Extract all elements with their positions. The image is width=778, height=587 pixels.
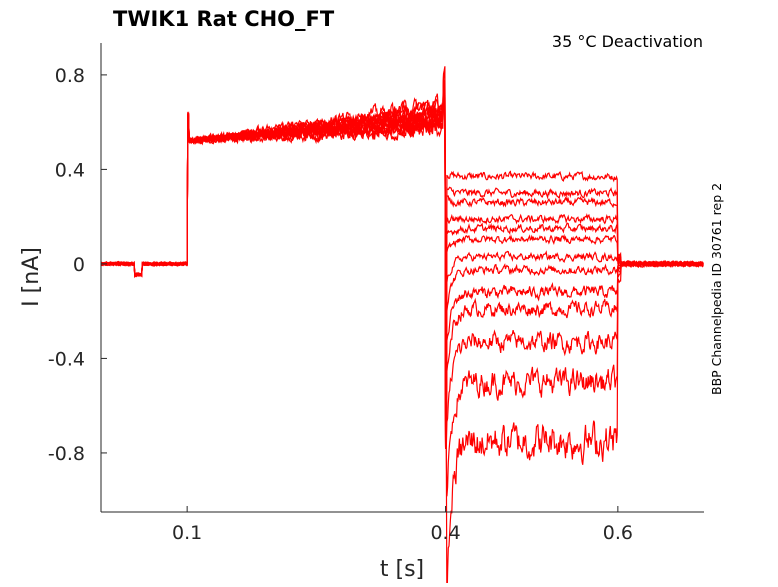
- y-tick-label: -0.4: [48, 348, 85, 370]
- current-trace: [100, 71, 704, 587]
- chart-annotation: 35 °C Deactivation: [552, 32, 703, 51]
- traces: [100, 66, 704, 587]
- x-tick-label: 0.6: [603, 522, 633, 544]
- current-trace: [100, 88, 704, 449]
- current-trace: [100, 97, 704, 449]
- chart-title: TWIK1 Rat CHO_FT: [113, 7, 335, 31]
- current-trace: [100, 81, 704, 497]
- current-trace: [100, 93, 704, 449]
- y-tick-label: 0.8: [55, 65, 85, 87]
- x-tick-label: 0.4: [430, 522, 460, 544]
- y-tick-label: -0.8: [48, 443, 85, 465]
- axes: 0.1 0.4 0.6 0.8 0.4 0 -0.4 -0.8: [48, 43, 704, 544]
- y-tick-label: 0: [73, 254, 85, 276]
- current-trace: [100, 72, 704, 449]
- y-tick-label: 0.4: [55, 159, 85, 181]
- side-label: BBP Channelpedia ID 30761 rep 2: [709, 183, 724, 395]
- x-tick-label: 0.1: [172, 522, 202, 544]
- x-axis-label: t [s]: [380, 557, 424, 582]
- y-axis-label: I [nA]: [19, 247, 44, 307]
- current-trace: [100, 97, 704, 449]
